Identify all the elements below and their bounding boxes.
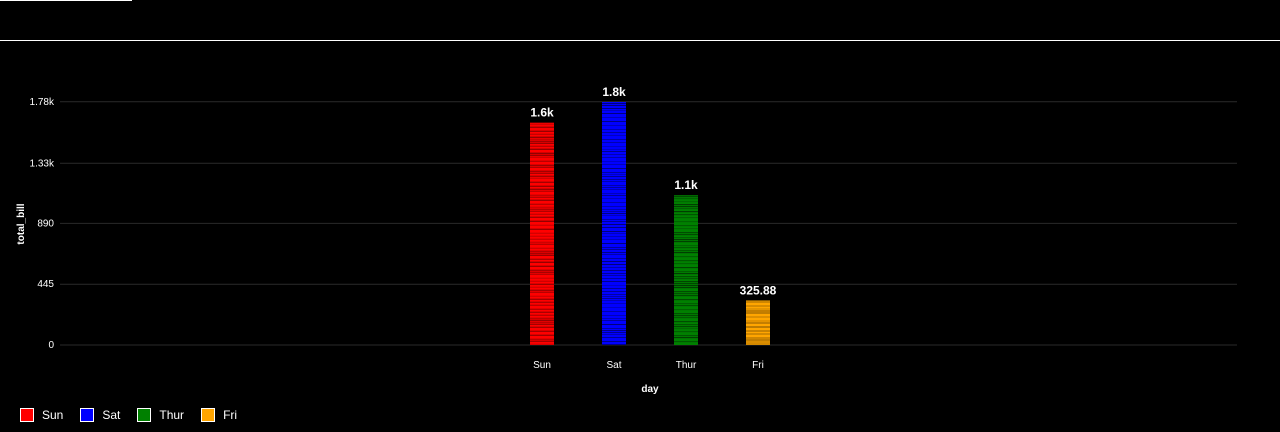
y-tick-label: 1.78k [30,97,55,108]
y-tick-label: 1.33k [30,158,55,169]
y-tick-label: 445 [37,279,54,290]
data-label-sun: 1.6k [530,106,554,120]
legend-swatch-thur [137,408,152,422]
y-axis-label: total_bill [16,203,27,244]
legend-swatch-sat [80,408,95,422]
x-tick-label-sat: Sat [606,360,621,371]
legend-swatch-fri [201,408,216,422]
bar-sat[interactable] [602,102,626,345]
data-label-sat: 1.8k [602,85,626,99]
bar-thur[interactable] [674,195,698,345]
legend: Sun Sat Thur Fri [20,408,254,422]
y-tick-label: 890 [37,218,54,229]
x-tick-label-sun: Sun [533,360,551,371]
top-tab-indicator [0,0,132,1]
x-tick-label-thur: Thur [676,360,697,371]
bars [530,102,770,346]
legend-label-sat: Sat [102,408,121,422]
legend-label-fri: Fri [223,408,238,422]
y-axis-ticks: 0 445 890 1.33k 1.78k [30,97,55,351]
data-labels: 1.6k 1.8k 1.1k 325.88 [530,85,776,297]
bar-fill[interactable] [602,102,626,345]
bar-fill[interactable] [530,122,554,346]
legend-swatch-sun [20,408,34,422]
legend-item-sat[interactable]: Sat [80,408,120,422]
bar-fill[interactable] [674,195,698,345]
legend-item-fri[interactable]: Fri [201,408,237,422]
grid-lines [60,101,1237,346]
x-axis-label: day [641,384,659,395]
header-divider [0,40,1280,41]
legend-label-sun: Sun [42,408,64,422]
data-label-fri: 325.88 [740,283,777,297]
x-tick-label-fri: Fri [752,360,764,371]
x-axis-ticks: Sun Sat Thur Fri [533,360,764,371]
legend-item-sun[interactable]: Sun [20,408,63,422]
bar-sun[interactable] [530,122,554,346]
data-label-thur: 1.1k [674,178,698,192]
bar-fri[interactable] [746,300,770,345]
legend-item-thur[interactable]: Thur [137,408,184,422]
legend-label-thur: Thur [159,408,185,422]
y-tick-label: 0 [48,340,54,351]
